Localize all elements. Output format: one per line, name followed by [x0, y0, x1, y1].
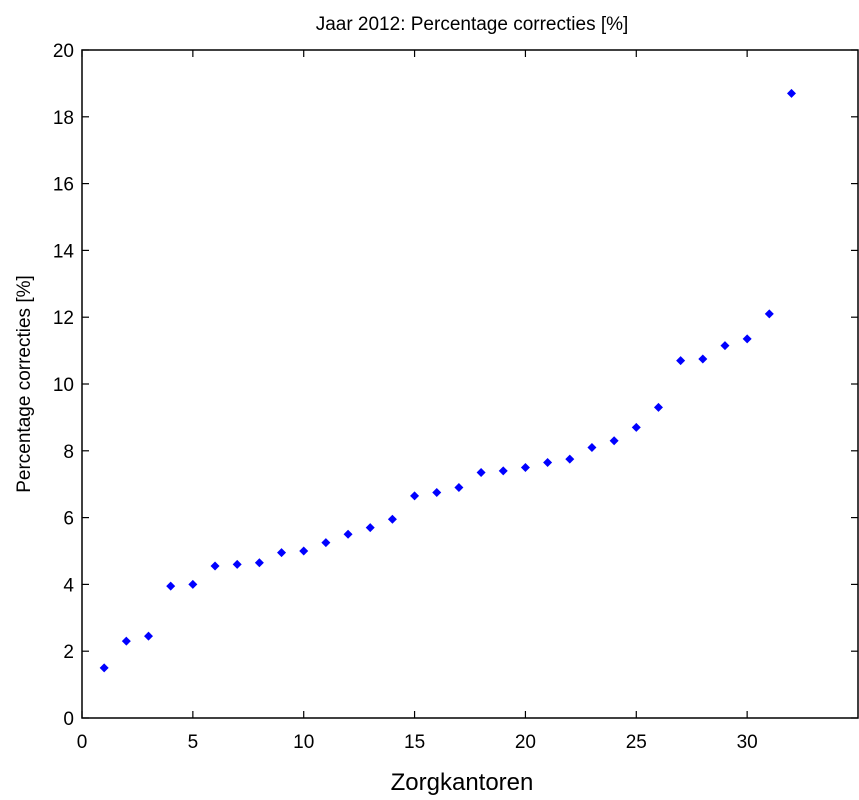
- y-tick-label: 0: [63, 709, 74, 730]
- data-point: [498, 466, 508, 476]
- data-point: [144, 631, 154, 641]
- data-point: [609, 436, 619, 446]
- y-tick-label: 4: [63, 575, 74, 596]
- chart-title: Jaar 2012: Percentage correcties [%]: [316, 14, 629, 35]
- y-tick-label: 8: [63, 442, 74, 463]
- data-point: [99, 663, 109, 673]
- data-point: [454, 483, 464, 493]
- data-point: [786, 88, 796, 98]
- y-tick-label: 12: [53, 308, 74, 329]
- data-point: [410, 491, 420, 501]
- data-point: [232, 559, 242, 569]
- x-tick-label: 20: [515, 732, 536, 753]
- x-tick-label: 15: [404, 732, 425, 753]
- data-point: [653, 402, 663, 412]
- data-point: [188, 579, 198, 589]
- y-tick-label: 18: [53, 108, 74, 129]
- data-point: [210, 561, 220, 571]
- x-axis-label: Zorgkantoren: [391, 769, 534, 796]
- data-point: [720, 341, 730, 351]
- y-tick-label: 14: [53, 241, 75, 262]
- x-tick-label: 25: [626, 732, 647, 753]
- data-point: [742, 334, 752, 344]
- data-point: [254, 558, 264, 568]
- data-point: [121, 636, 131, 646]
- y-tick-label: 10: [53, 375, 74, 396]
- data-point: [543, 457, 553, 467]
- y-tick-label: 6: [63, 509, 74, 530]
- y-tick-label: 20: [53, 41, 74, 62]
- data-point: [698, 354, 708, 364]
- x-tick-label: 5: [188, 732, 199, 753]
- y-tick-label: 16: [53, 175, 74, 196]
- data-point: [432, 488, 442, 498]
- data-point: [587, 442, 597, 452]
- data-point: [321, 538, 331, 548]
- data-point: [476, 468, 486, 478]
- data-point: [299, 546, 309, 556]
- data-point: [387, 514, 397, 524]
- data-point: [277, 548, 287, 558]
- data-point: [565, 454, 575, 464]
- data-point: [676, 356, 686, 366]
- x-tick-label: 10: [293, 732, 314, 753]
- y-axis: 0 2 4 6 8 10 12 14 16 18 20: [53, 41, 858, 730]
- x-axis: 0 5 10 15 20 25 30: [77, 50, 758, 753]
- data-point: [520, 463, 530, 472]
- data-point: [343, 529, 353, 539]
- data-points: [99, 88, 796, 673]
- x-tick-label: 0: [77, 732, 88, 753]
- y-axis-label: Percentage correcties [%]: [14, 275, 35, 493]
- data-point: [166, 581, 176, 591]
- y-tick-label: 2: [63, 642, 74, 663]
- data-point: [764, 309, 774, 319]
- data-point: [631, 422, 641, 432]
- data-point: [365, 523, 375, 533]
- x-tick-label: 30: [737, 732, 758, 753]
- plot-area: [81, 49, 859, 719]
